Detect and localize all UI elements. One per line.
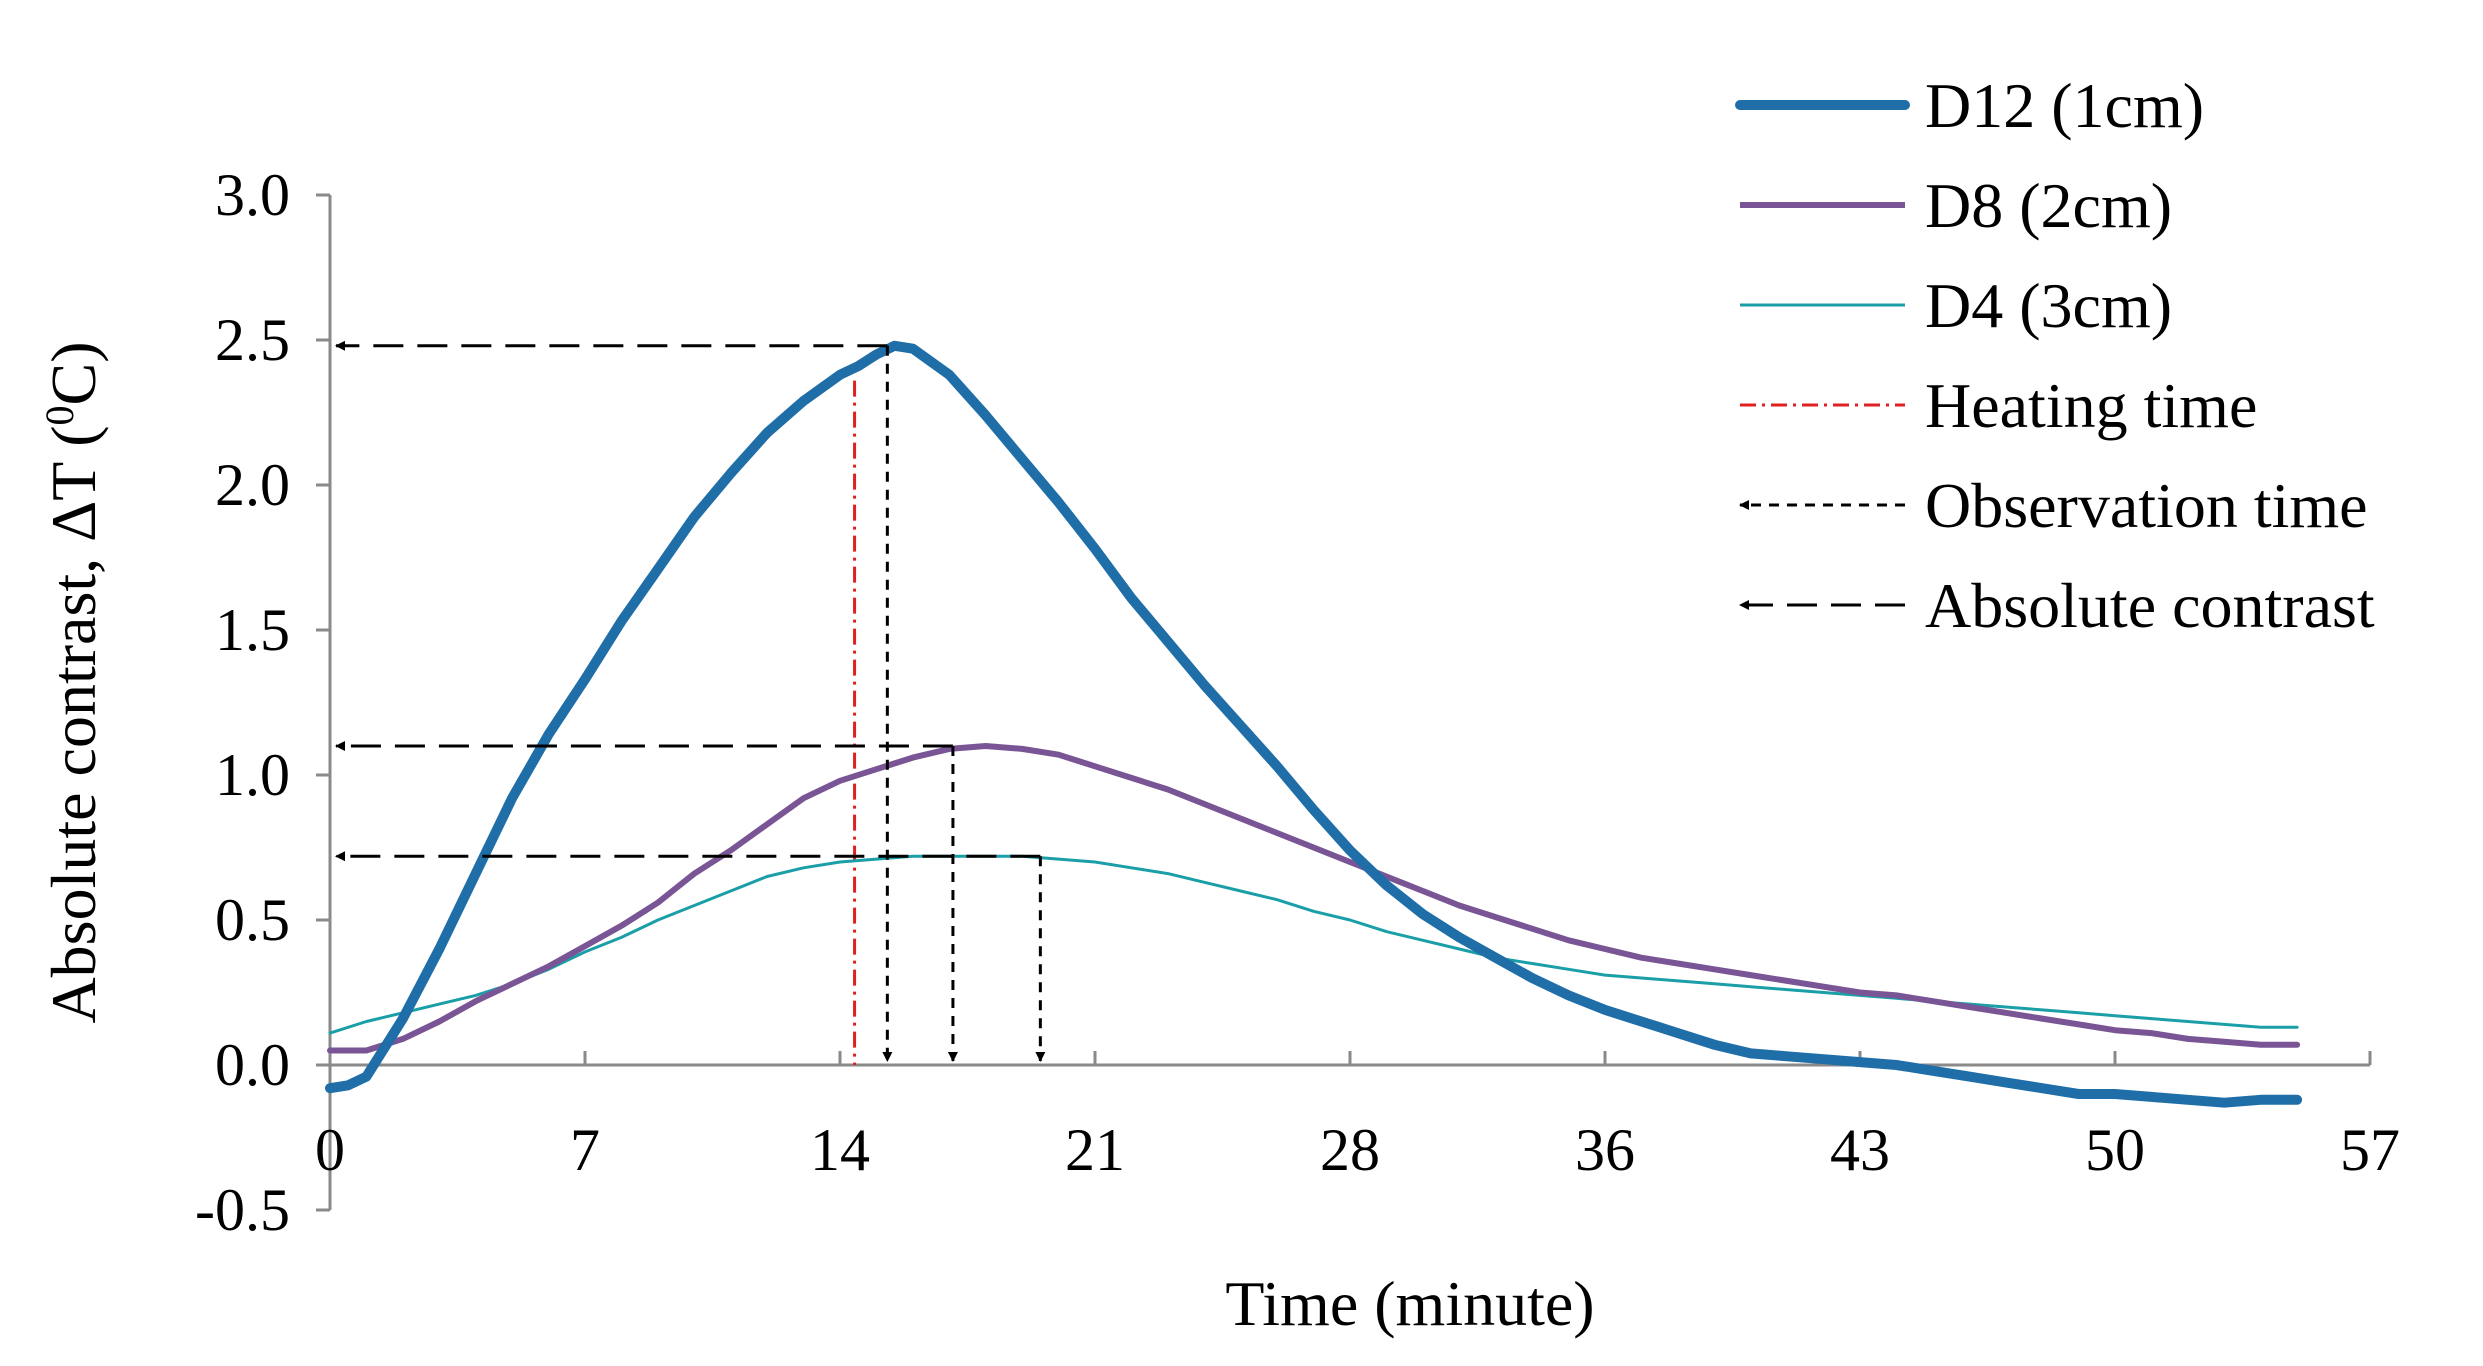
y-tick-label: 1.0 <box>215 742 290 808</box>
y-axis-title: Absolute contrast, ΔT (0C) <box>37 341 110 1023</box>
legend-label-d4-3cm: D4 (3cm) <box>1925 270 2172 341</box>
legend-label-d8-2cm: D8 (2cm) <box>1925 170 2172 241</box>
y-axis-title-main: Absolute contrast, ΔT ( <box>38 425 109 1023</box>
x-tick-label: 50 <box>2085 1117 2145 1183</box>
series-line-d8 <box>327 743 2301 1054</box>
y-tick-label: 0.5 <box>215 887 290 953</box>
y-tick-label: 2.0 <box>215 452 290 518</box>
legend: D12 (1cm) D8 (2cm) D4 (3cm) Heating time Obs… <box>1735 70 2375 641</box>
series-line-d4 <box>328 854 2299 1035</box>
series-layer <box>325 340 2303 1108</box>
x-tick-label: 36 <box>1575 1117 1635 1183</box>
y-tick-label: 1.5 <box>215 597 290 663</box>
x-tick-label: 28 <box>1320 1117 1380 1183</box>
x-tick-label: 21 <box>1065 1117 1125 1183</box>
x-tick-label: 14 <box>810 1117 870 1183</box>
y-tick-label: 0.0 <box>215 1032 290 1098</box>
y-tick-label: 2.5 <box>215 307 290 373</box>
legend-label-d12-1cm: D12 (1cm) <box>1925 70 2204 141</box>
y-axis-title-end: C) <box>38 341 109 405</box>
arrows-layer <box>335 340 1046 1062</box>
labels: Time (minute) Absolute contrast, ΔT (0C) <box>37 341 1595 1339</box>
axes: -0.5 0.0 0.5 1.0 1.5 2.0 2.5 3.0 0 7 14 21 28 36 43 50 5… <box>195 162 2400 1243</box>
legend-label-observation-time: Observation time <box>1925 470 2368 541</box>
x-tick-label: 7 <box>570 1117 600 1183</box>
x-axis-title: Time (minute) <box>1225 1268 1594 1339</box>
x-tick-label: 43 <box>1830 1117 1890 1183</box>
series-line-d12 <box>325 340 2303 1108</box>
y-tick-label: 3.0 <box>215 162 290 228</box>
x-tick-label: 0 <box>315 1117 345 1183</box>
y-axis-title-superscript: 0 <box>37 405 82 425</box>
legend-label-heating-time: Heating time <box>1925 370 2257 441</box>
y-tick-label: -0.5 <box>195 1177 290 1243</box>
legend-label-absolute-contrast: Absolute contrast <box>1925 570 2375 641</box>
x-tick-label: 57 <box>2340 1117 2400 1183</box>
